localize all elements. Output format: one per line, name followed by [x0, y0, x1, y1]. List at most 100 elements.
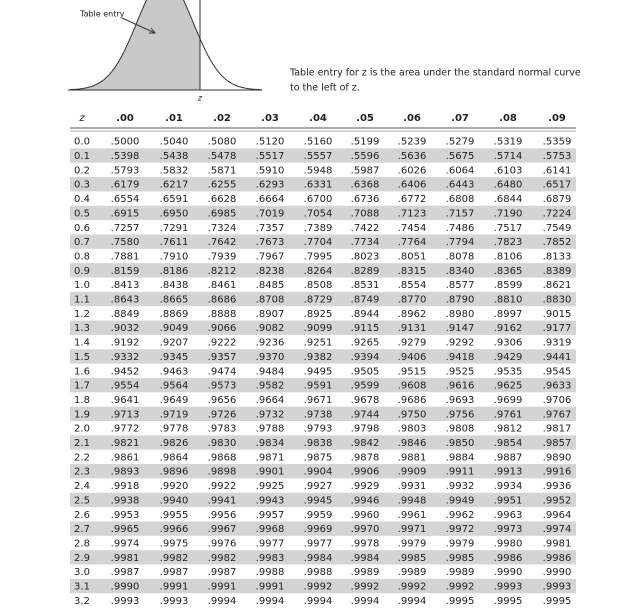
cell: .9901 [256, 467, 285, 478]
cell: .9909 [398, 467, 427, 478]
cell: .7967 [256, 251, 285, 262]
z-value: 1.6 [74, 366, 90, 377]
cell: .8749 [351, 295, 380, 306]
cell: .9988 [256, 567, 285, 578]
cell: .9927 [304, 481, 333, 492]
cell: .9871 [256, 452, 285, 463]
z-value: 0.5 [74, 208, 90, 219]
cell: .9991 [208, 582, 237, 593]
cell: .9971 [398, 524, 427, 535]
cell: .6064 [446, 165, 475, 176]
cell: .9452 [111, 366, 140, 377]
cell: .7580 [111, 237, 140, 248]
cell: .8365 [494, 266, 523, 277]
cell: .9981 [111, 553, 140, 564]
cell: .9015 [543, 309, 572, 320]
cell: .9798 [351, 424, 380, 435]
cell: .9345 [160, 352, 189, 363]
row-shade [70, 406, 576, 421]
cell: .9418 [446, 352, 475, 363]
cell: .9918 [111, 481, 140, 492]
cell: .8830 [543, 295, 572, 306]
cell: .9974 [111, 538, 140, 549]
cell: .9993 [160, 596, 189, 607]
cell: .9938 [111, 495, 140, 506]
normal-curve [69, 0, 263, 91]
cell: .7324 [208, 223, 237, 234]
cell: .8186 [160, 266, 189, 277]
cell: .9990 [111, 582, 140, 593]
z-value: 1.5 [74, 352, 90, 363]
cell: .9991 [256, 582, 285, 593]
cell: .9990 [543, 567, 572, 578]
z-value: 1.4 [74, 338, 90, 349]
cell: .9756 [446, 409, 475, 420]
cell: .9977 [256, 538, 285, 549]
cell: .9987 [208, 567, 237, 578]
cell: .6026 [398, 165, 427, 176]
cell: .7734 [351, 237, 380, 248]
z-value: 0.2 [74, 165, 90, 176]
cell: .5478 [208, 151, 237, 162]
cell: .8023 [351, 251, 380, 262]
cell: .9992 [398, 582, 427, 593]
cell: .9251 [304, 338, 333, 349]
cell: .9177 [543, 323, 572, 334]
cell: .9861 [111, 452, 140, 463]
cell: .9495 [304, 366, 333, 377]
cell: .6368 [351, 180, 380, 191]
cell: .8531 [351, 280, 380, 291]
cell: .9981 [543, 538, 572, 549]
cell: .9857 [543, 438, 572, 449]
z-value: 0.7 [74, 237, 90, 248]
cell: .9987 [160, 567, 189, 578]
cell: .7823 [494, 237, 523, 248]
cell: .9115 [351, 323, 380, 334]
z-value: 1.1 [74, 295, 90, 306]
cell: .7995 [304, 251, 333, 262]
cell: .7224 [543, 208, 572, 219]
cell: .5080 [208, 137, 237, 148]
row-shade [70, 320, 576, 335]
cell: .5199 [351, 137, 380, 148]
row-shade [70, 291, 576, 307]
cell: .9946 [351, 495, 380, 506]
z-value: 2.5 [74, 495, 90, 506]
cell: .8238 [256, 266, 285, 277]
cell: .9993 [543, 582, 572, 593]
cell: .6103 [494, 165, 523, 176]
cell: .9846 [398, 438, 427, 449]
cell: .5239 [398, 137, 427, 148]
cell: .5438 [160, 151, 189, 162]
cell: .9986 [543, 553, 572, 564]
cell: .9706 [543, 395, 572, 406]
row-shade [70, 521, 576, 536]
cell: .5793 [111, 165, 140, 176]
cell: .9970 [351, 524, 380, 535]
z-value: 2.3 [74, 467, 90, 478]
cell: .9916 [543, 467, 572, 478]
cell: .7611 [160, 237, 189, 248]
arrow [121, 17, 157, 34]
cell: .9994 [256, 596, 285, 607]
cell: .9778 [160, 424, 189, 435]
cell: .9993 [494, 582, 523, 593]
cell: .9292 [446, 338, 475, 349]
cell: .9904 [304, 467, 333, 478]
cell: .9821 [111, 438, 140, 449]
caption-line: Table entry for z is the area under the … [289, 68, 581, 79]
cell: .9834 [256, 438, 285, 449]
cell: .9772 [111, 424, 140, 435]
cell: .9744 [351, 409, 380, 420]
cell: .5714 [494, 151, 523, 162]
cell: .9750 [398, 409, 427, 420]
cell: .5319 [494, 137, 523, 148]
cell: .9984 [351, 553, 380, 564]
cell: .8599 [494, 280, 523, 291]
cell: .9951 [494, 495, 523, 506]
cell: .8577 [446, 280, 475, 291]
cell: .6700 [304, 194, 333, 205]
cell: .9980 [494, 538, 523, 549]
cell: .9049 [160, 323, 189, 334]
cell: .7019 [256, 208, 285, 219]
